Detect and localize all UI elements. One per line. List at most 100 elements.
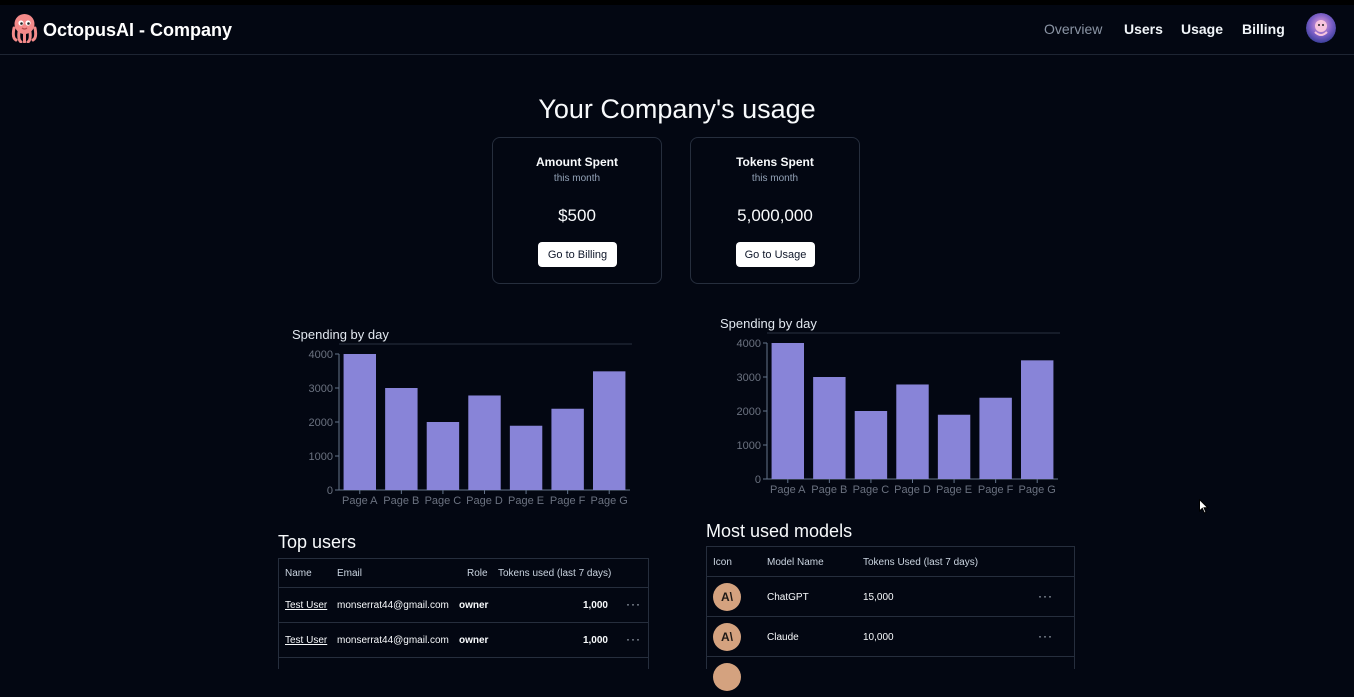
card-subtitle: this month <box>751 173 799 184</box>
x-tick-label: Page B <box>811 484 847 496</box>
top-users-table: Name Email Role Tokens used (last 7 days… <box>278 558 649 669</box>
top-navbar: OctopusAI - Company Overview Users Usage… <box>0 5 1354 55</box>
page-title: Your Company's usage <box>538 94 816 124</box>
y-tick-label: 4000 <box>737 338 761 350</box>
bar-chart: Spending by day 0 1000 2000 3000 4000 Page A Pa… <box>720 316 1060 496</box>
col-header-email: Email <box>337 568 363 579</box>
table-row: Test User monserrat44@gmail.com owner 1,… <box>279 588 648 623</box>
col-header-tokens: Tokens used (last 7 days) <box>498 568 612 579</box>
user-role: owner <box>459 635 489 646</box>
x-tick-label: Page D <box>894 484 931 496</box>
chart-bar <box>551 408 584 490</box>
row-more-actions-icon[interactable]: ··· <box>626 632 641 646</box>
chart-bar <box>1021 360 1054 479</box>
user-role: owner <box>459 600 489 611</box>
most-used-models-title: Most used models <box>706 521 853 541</box>
x-tick-label: Page E <box>508 495 544 507</box>
chart-bar <box>813 377 846 479</box>
nav-users[interactable]: Users <box>1124 21 1163 37</box>
col-header-icon: Icon <box>713 557 732 568</box>
card-subtitle: this month <box>553 173 601 184</box>
y-tick-label: 2000 <box>737 406 761 418</box>
user-name-link[interactable]: Test User <box>285 635 328 646</box>
y-tick-label: 4000 <box>309 349 333 361</box>
nav-billing[interactable]: Billing <box>1242 21 1285 37</box>
x-tick-label: Page E <box>936 484 972 496</box>
main-nav: Overview Users Usage Billing <box>0 21 1354 41</box>
row-more-actions-icon[interactable]: ··· <box>1038 589 1053 603</box>
mouse-cursor-icon <box>1199 498 1210 519</box>
col-header-model-name: Model Name <box>767 557 824 568</box>
tokens-spent-value: 5,000,000 <box>737 206 813 225</box>
x-tick-label: Page F <box>550 495 586 507</box>
amount-spent-value: $500 <box>558 206 596 225</box>
chart-bar <box>385 388 418 490</box>
spending-by-day-chart-left: Spending by day 0 1000 2000 3000 4000 Page A Pa… <box>285 324 645 514</box>
user-email: monserrat44@gmail.com <box>337 600 449 611</box>
table-row: A\ ChatGPT 15,000 ··· <box>707 577 1074 617</box>
row-more-actions-icon[interactable]: ··· <box>1038 629 1053 643</box>
chart-bar <box>509 425 543 490</box>
chart-title: Spending by day <box>720 316 817 331</box>
x-tick-label: Page G <box>591 495 628 507</box>
y-tick-label: 0 <box>755 474 761 486</box>
y-tick-label: 0 <box>327 485 333 497</box>
table-row: Test User monserrat44@gmail.com owner 1,… <box>279 623 648 658</box>
model-tokens: 10,000 <box>863 632 894 643</box>
user-tokens: 1,000 <box>582 635 608 646</box>
col-header-role: Role <box>467 568 488 579</box>
table-header-row: Icon Model Name Tokens Used (last 7 days… <box>707 547 1074 577</box>
chart-bar <box>593 371 626 490</box>
y-tick-label: 1000 <box>309 451 333 463</box>
x-tick-label: Page A <box>342 495 378 507</box>
tokens-spent-card: Tokens Spent this month 5,000,000 Go to … <box>690 137 860 284</box>
user-email: monserrat44@gmail.com <box>337 635 449 646</box>
table-row: A\ Claude 10,000 ··· <box>707 617 1074 657</box>
spending-by-day-chart-right: Spending by day 0 1000 2000 3000 4000 Page A Pa… <box>713 313 1073 503</box>
row-more-actions-icon[interactable]: ··· <box>626 597 641 611</box>
user-tokens: 1,000 <box>582 600 608 611</box>
card-title: Tokens Spent <box>736 155 814 169</box>
y-tick-label: 1000 <box>737 440 761 452</box>
go-to-billing-button[interactable]: Go to Billing <box>538 242 617 267</box>
bar-chart: Spending by day 0 1000 2000 3000 4000 Page A Pa… <box>292 327 632 507</box>
model-name: Claude <box>767 632 799 643</box>
y-tick-label: 2000 <box>309 417 333 429</box>
nav-usage[interactable]: Usage <box>1181 21 1224 37</box>
chart-bar <box>468 395 501 490</box>
x-tick-label: Page A <box>770 484 806 496</box>
user-avatar[interactable] <box>1306 13 1336 43</box>
nav-overview[interactable]: Overview <box>1044 21 1103 37</box>
y-tick-label: 3000 <box>309 383 333 395</box>
chart-bar <box>896 384 929 479</box>
chart-bar <box>937 414 971 479</box>
x-tick-label: Page C <box>425 495 462 507</box>
col-header-name: Name <box>285 568 312 579</box>
top-users-title: Top users <box>278 532 357 552</box>
model-name: ChatGPT <box>767 592 809 603</box>
models-table: Icon Model Name Tokens Used (last 7 days… <box>706 546 1075 691</box>
card-title: Amount Spent <box>536 155 618 169</box>
go-to-usage-button[interactable]: Go to Usage <box>736 242 815 267</box>
chart-bar <box>979 397 1012 479</box>
chart-bar <box>343 354 376 490</box>
octopus-logo-icon[interactable] <box>9 12 40 44</box>
anthropic-icon: A\ <box>713 583 741 611</box>
x-tick-label: Page G <box>1019 484 1056 496</box>
y-tick-label: 3000 <box>737 372 761 384</box>
user-name-link[interactable]: Test User <box>285 600 328 611</box>
x-tick-label: Page B <box>383 495 419 507</box>
x-tick-label: Page D <box>466 495 503 507</box>
table-row <box>707 657 1074 697</box>
model-tokens: 15,000 <box>863 592 894 603</box>
brand-title[interactable]: OctopusAI - Company <box>43 20 233 40</box>
anthropic-icon: A\ <box>713 623 741 651</box>
col-header-tokens-used: Tokens Used (last 7 days) <box>863 557 979 568</box>
window-top-strip <box>0 0 1354 5</box>
table-header-row: Name Email Role Tokens used (last 7 days… <box>279 559 648 588</box>
chart-title: Spending by day <box>292 327 389 342</box>
chart-bar <box>854 411 888 479</box>
x-tick-label: Page C <box>853 484 890 496</box>
chart-bar <box>426 422 460 490</box>
x-tick-label: Page F <box>978 484 1014 496</box>
